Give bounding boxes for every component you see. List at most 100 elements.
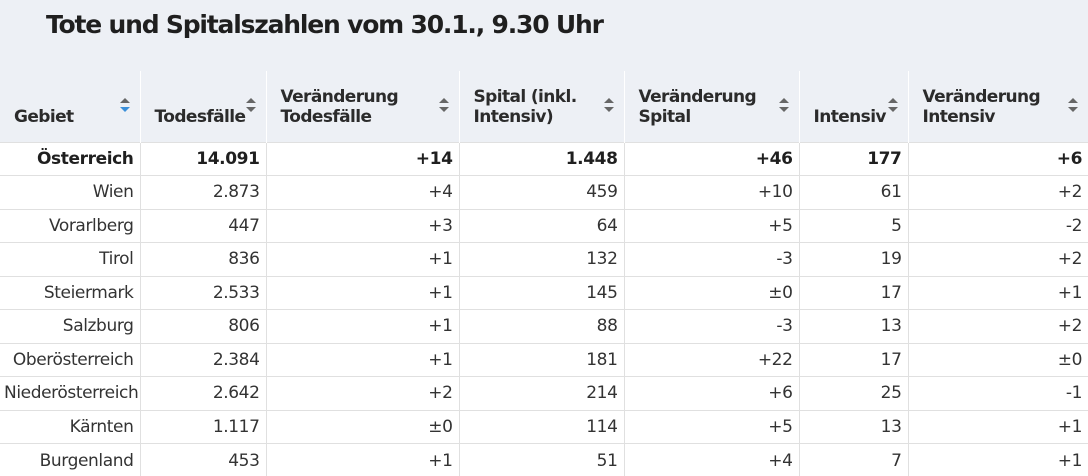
- cell-todesfaelle: 2.384: [139, 342, 266, 377]
- column-header-veraenderung-todesfaelle[interactable]: Veränderung Todesfälle: [265, 71, 459, 142]
- cell-gebiet: Tirol: [0, 242, 140, 276]
- sort-icon: [778, 97, 789, 112]
- column-header-veraenderung-intensiv[interactable]: Veränderung Intensiv: [907, 71, 1088, 142]
- cell-veraenderung-intensiv: ±0: [907, 342, 1088, 377]
- cell-veraenderung-spital: -3: [623, 309, 799, 343]
- cell-intensiv: 17: [798, 275, 908, 310]
- cell-intensiv: 17: [798, 342, 908, 377]
- column-header-intensiv[interactable]: Intensiv: [798, 71, 908, 142]
- column-header-label: Veränderung Intensiv: [922, 86, 1041, 127]
- cell-gebiet: Kärnten: [0, 409, 140, 444]
- cell-todesfaelle: 2.533: [139, 275, 266, 310]
- table-row-total: Österreich 14.091 +14 1.448 +46 177 +6: [0, 141, 1088, 176]
- column-header-label: Veränderung Todesfälle: [280, 86, 399, 127]
- cell-intensiv: 19: [798, 242, 908, 276]
- cell-veraenderung-todesfaelle: +14: [265, 141, 459, 176]
- cell-veraenderung-todesfaelle: ±0: [265, 409, 459, 444]
- header-row: Gebiet Todesfälle Veränderung Todesfälle…: [0, 71, 1088, 142]
- cell-intensiv: 13: [798, 409, 908, 444]
- cell-veraenderung-todesfaelle: +3: [265, 208, 459, 243]
- cell-veraenderung-intensiv: +2: [907, 242, 1088, 276]
- column-header-spital[interactable]: Spital (inkl. Intensiv): [458, 71, 624, 142]
- cell-intensiv: 177: [798, 141, 908, 176]
- cell-veraenderung-spital: -3: [623, 242, 799, 276]
- sort-icon: [603, 97, 614, 112]
- cell-todesfaelle: 836: [139, 242, 266, 276]
- cell-veraenderung-intensiv: +1: [907, 409, 1088, 444]
- cell-intensiv: 13: [798, 309, 908, 343]
- cell-gebiet: Wien: [0, 175, 140, 209]
- table-row: Burgenland 453 +1 51 +4 7 +1: [0, 443, 1088, 476]
- cell-veraenderung-spital: +6: [623, 376, 799, 410]
- column-header-todesfaelle[interactable]: Todesfälle: [139, 71, 266, 142]
- cell-todesfaelle: 2.642: [139, 376, 266, 410]
- cell-veraenderung-intensiv: -2: [907, 208, 1088, 243]
- cell-veraenderung-spital: ±0: [623, 275, 799, 310]
- cell-todesfaelle: 453: [139, 443, 266, 476]
- cell-todesfaelle: 1.117: [139, 409, 266, 444]
- column-header-label: Gebiet: [14, 106, 74, 127]
- header-bar: Tote und Spitalszahlen vom 30.1., 9.30 U…: [0, 0, 1088, 71]
- cell-veraenderung-spital: +4: [623, 443, 799, 476]
- cell-spital: 181: [458, 342, 624, 377]
- cell-spital: 114: [458, 409, 624, 444]
- cell-spital: 51: [458, 443, 624, 476]
- page-title: Tote und Spitalszahlen vom 30.1., 9.30 U…: [46, 10, 604, 39]
- cell-spital: 459: [458, 175, 624, 209]
- cell-veraenderung-todesfaelle: +1: [265, 242, 459, 276]
- cell-spital: 132: [458, 242, 624, 276]
- cell-veraenderung-todesfaelle: +2: [265, 376, 459, 410]
- cell-gebiet: Vorarlberg: [0, 208, 140, 243]
- cell-veraenderung-todesfaelle: +4: [265, 175, 459, 209]
- table-row: Steiermark 2.533 +1 145 ±0 17 +1: [0, 275, 1088, 310]
- cell-intensiv: 5: [798, 208, 908, 243]
- cell-veraenderung-intensiv: +1: [907, 443, 1088, 476]
- column-header-label: Todesfälle: [154, 106, 246, 127]
- cell-todesfaelle: 447: [139, 208, 266, 243]
- table-row: Oberösterreich 2.384 +1 181 +22 17 ±0: [0, 342, 1088, 377]
- cell-intensiv: 61: [798, 175, 908, 209]
- column-header-label: Intensiv: [813, 106, 887, 127]
- cell-veraenderung-spital: +22: [623, 342, 799, 377]
- table-row: Niederösterreich 2.642 +2 214 +6 25 -1: [0, 376, 1088, 410]
- column-header-gebiet[interactable]: Gebiet: [0, 71, 140, 142]
- cell-intensiv: 7: [798, 443, 908, 476]
- cell-veraenderung-intensiv: +6: [907, 141, 1088, 176]
- table-row: Wien 2.873 +4 459 +10 61 +2: [0, 175, 1088, 209]
- cell-spital: 88: [458, 309, 624, 343]
- cell-veraenderung-intensiv: +2: [907, 309, 1088, 343]
- cell-gebiet: Burgenland: [0, 443, 140, 476]
- table-row: Vorarlberg 447 +3 64 +5 5 -2: [0, 208, 1088, 243]
- table-row: Kärnten 1.117 ±0 114 +5 13 +1: [0, 409, 1088, 444]
- cell-gebiet: Oberösterreich: [0, 342, 140, 377]
- sort-icon: [245, 97, 256, 112]
- cell-veraenderung-intensiv: -1: [907, 376, 1088, 410]
- sort-icon: [1068, 97, 1078, 112]
- cell-gebiet: Niederösterreich: [0, 376, 140, 410]
- cell-veraenderung-todesfaelle: +1: [265, 443, 459, 476]
- cell-spital: 1.448: [458, 141, 624, 176]
- cell-gebiet: Salzburg: [0, 309, 140, 343]
- table-row: Salzburg 806 +1 88 -3 13 +2: [0, 309, 1088, 343]
- data-table: Gebiet Todesfälle Veränderung Todesfälle…: [0, 71, 1088, 476]
- sort-icon: [887, 97, 898, 112]
- cell-spital: 214: [458, 376, 624, 410]
- cell-todesfaelle: 2.873: [139, 175, 266, 209]
- cell-veraenderung-intensiv: +1: [907, 275, 1088, 310]
- table-row: Tirol 836 +1 132 -3 19 +2: [0, 242, 1088, 276]
- cell-veraenderung-todesfaelle: +1: [265, 275, 459, 310]
- cell-veraenderung-spital: +5: [623, 409, 799, 444]
- sort-descending-icon: [119, 97, 130, 112]
- cell-veraenderung-spital: +10: [623, 175, 799, 209]
- column-header-veraenderung-spital[interactable]: Veränderung Spital: [623, 71, 799, 142]
- cell-veraenderung-intensiv: +2: [907, 175, 1088, 209]
- cell-todesfaelle: 806: [139, 309, 266, 343]
- cell-spital: 145: [458, 275, 624, 310]
- cell-veraenderung-todesfaelle: +1: [265, 342, 459, 377]
- cell-veraenderung-todesfaelle: +1: [265, 309, 459, 343]
- cell-spital: 64: [458, 208, 624, 243]
- cell-intensiv: 25: [798, 376, 908, 410]
- column-header-label: Spital (inkl. Intensiv): [473, 86, 578, 127]
- column-header-label: Veränderung Spital: [638, 86, 757, 127]
- cell-gebiet: Steiermark: [0, 275, 140, 310]
